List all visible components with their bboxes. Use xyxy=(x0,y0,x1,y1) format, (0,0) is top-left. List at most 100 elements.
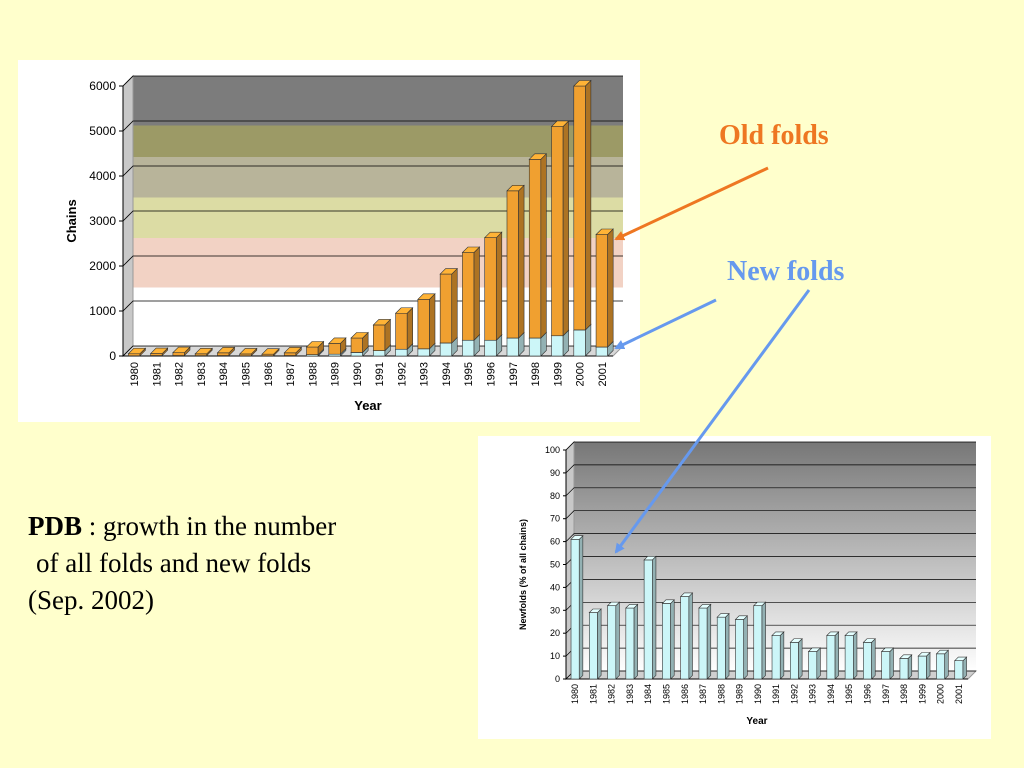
newfolds-bar-1990-top xyxy=(753,601,767,607)
newfolds-bar-2000-top xyxy=(935,649,950,655)
new-folds-arrow-bottom xyxy=(614,289,811,554)
newfolds-x-tick-label: 1984 xyxy=(643,684,653,704)
chains-x-tick-label: 1988 xyxy=(307,362,319,386)
chains-y-tick-label: 3000 xyxy=(89,214,116,228)
chains-x-tick-label: 2000 xyxy=(575,362,587,386)
chains-bar-old-1995-top xyxy=(461,246,481,253)
newfolds-bar-1996-top xyxy=(862,638,876,643)
chains-y-tick-label: 4000 xyxy=(89,169,116,183)
chains-bar-old-1980-top xyxy=(127,347,147,355)
chains-y-tick-label: 0 xyxy=(109,349,116,363)
chains-x-tick-label: 1991 xyxy=(374,362,386,386)
newfolds-bar-1985-top xyxy=(661,599,675,604)
newfolds-x-tick-label: 1997 xyxy=(881,684,891,704)
newfolds-gridline xyxy=(565,533,976,542)
newfolds-x-tick-label: 2001 xyxy=(954,684,964,704)
chains-gridline xyxy=(122,75,623,87)
chains-x-axis-title: Year xyxy=(354,398,381,413)
chains-band xyxy=(133,125,623,157)
chains-x-tick-label: 1997 xyxy=(508,362,520,386)
newfolds-x-tick-label: 1991 xyxy=(771,684,781,704)
chains-x-tick-label: 1982 xyxy=(174,362,186,386)
chains-y-tick-label: 1000 xyxy=(89,304,116,318)
newfolds-x-tick-label: 1986 xyxy=(680,684,690,704)
chains-y-axis-title: Chains xyxy=(64,199,79,242)
newfolds-x-tick-label: 1999 xyxy=(917,684,927,704)
description-line-1: PDB : growth in the number xyxy=(28,508,336,545)
chains-y-axis: 0 1000 2000 3000 4000 5000 6000 xyxy=(89,75,623,363)
newfolds-gridline xyxy=(565,464,976,474)
newfolds-bar-1988-top xyxy=(716,613,730,618)
newfolds-bar-1984-top xyxy=(643,556,657,561)
chains-bar-chart: 0 1000 2000 3000 4000 5000 6000 1980 1981 1982 198… xyxy=(64,74,625,413)
chains-x-tick-label: 1986 xyxy=(263,362,275,386)
newfolds-y-tick-label: 90 xyxy=(550,468,560,478)
new-folds-arrow-top xyxy=(614,298,717,350)
newfolds-x-tick-label: 1993 xyxy=(808,684,818,704)
chains-bar-old-1991-top xyxy=(372,319,392,326)
newfolds-x-tick-label: 1989 xyxy=(735,684,745,704)
chains-x-tick-label: 1999 xyxy=(552,362,564,386)
newfolds-bar-1995-top xyxy=(844,631,858,636)
newfolds-y-axis-title: Newfolds (% of all chains) xyxy=(518,519,528,630)
chains-gridline xyxy=(122,120,623,132)
newfolds-bar-1986-top xyxy=(679,592,694,597)
chains-x-tick-label: 1994 xyxy=(441,362,453,386)
chains-y-tick-label: 6000 xyxy=(89,79,116,93)
chains-bar-old-2000-top xyxy=(573,80,592,87)
newfolds-bar-1981-top xyxy=(588,608,602,613)
newfolds-bar-1983-top xyxy=(625,604,639,609)
chains-x-tick-label: 1993 xyxy=(419,362,431,386)
chains-x-tick-label: 1992 xyxy=(396,362,408,386)
newfolds-x-tick-label: 2000 xyxy=(936,684,946,704)
chains-x-tick-label: 1981 xyxy=(151,362,163,386)
chains-y-tick-label: 2000 xyxy=(89,259,116,273)
chains-gridline xyxy=(122,300,623,312)
newfolds-bar-1992-top xyxy=(789,638,803,643)
newfolds-y-tick-label: 70 xyxy=(550,514,560,524)
newfolds-y-tick-label: 40 xyxy=(550,582,560,592)
chains-bar-old-1986-top xyxy=(261,348,280,355)
newfolds-bars xyxy=(570,534,968,680)
chains-chart-panel: 0 1000 2000 3000 4000 5000 6000 1980 1981 1982 198… xyxy=(18,60,640,422)
chains-x-tick-label: 1996 xyxy=(486,362,498,386)
newfolds-y-tick-label: 80 xyxy=(550,491,560,501)
chains-gridline xyxy=(122,255,623,267)
newfolds-bar-1987-top xyxy=(698,604,712,609)
chains-bars xyxy=(127,79,614,357)
newfolds-x-axis-title: Year xyxy=(746,716,767,727)
chains-y-tick-label: 5000 xyxy=(89,124,116,138)
chains-bar-old-1999-top xyxy=(550,120,570,127)
chains-x-tick-label: 1985 xyxy=(241,362,253,386)
chains-bar-old-1998-top xyxy=(528,153,548,160)
newfolds-x-tick-label: 1990 xyxy=(753,684,763,704)
newfolds-chart-panel: 0 10 20 30 40 50 60 70 80 90 100 1980 1981 1982 1983 19… xyxy=(478,436,991,739)
chains-x-tick-label: 1983 xyxy=(196,362,208,386)
newfolds-x-tick-label: 1981 xyxy=(588,684,598,704)
newfolds-bar-2001-top xyxy=(954,656,968,661)
chains-bar-old-1981-top xyxy=(149,347,169,354)
chains-x-tick-label: 1989 xyxy=(330,362,342,386)
chains-bar-old-1988-top xyxy=(305,341,325,348)
chains-bar-old-1992-top xyxy=(394,307,414,314)
newfolds-bar-chart: 0 10 20 30 40 50 60 70 80 90 100 1980 1981 1982 1983 19… xyxy=(518,440,978,727)
chains-bar-old-1997-top xyxy=(506,185,525,192)
chains-bar-old-2001-top xyxy=(595,228,614,235)
newfolds-y-tick-label: 50 xyxy=(550,560,560,570)
chains-gridline xyxy=(122,345,623,357)
newfolds-x-tick-label: 1980 xyxy=(570,684,580,704)
chains-gridline xyxy=(122,210,623,222)
chains-x-tick-label: 1990 xyxy=(352,362,364,386)
newfolds-bar-1982-top xyxy=(606,601,621,607)
chains-x-tick-label: 1984 xyxy=(218,362,230,386)
newfolds-y-tick-label: 20 xyxy=(550,628,560,638)
chains-bar-old-1993-top xyxy=(417,293,436,300)
newfolds-x-tick-label: 1983 xyxy=(625,684,635,704)
chains-gridline xyxy=(122,165,623,177)
chains-bar-old-1994-top xyxy=(439,268,458,275)
chains-x-tick-label: 2001 xyxy=(597,362,609,386)
newfolds-bar-1994-top xyxy=(826,631,840,636)
chains-bar-old-1984-top xyxy=(216,347,236,354)
chains-x-tick-label: 1998 xyxy=(530,362,542,386)
